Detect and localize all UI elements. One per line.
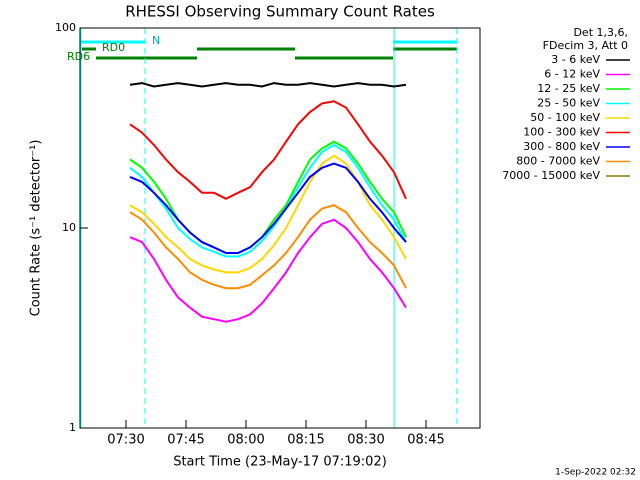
series-line bbox=[129, 218, 407, 323]
y-tick-label: 10 bbox=[62, 221, 76, 234]
legend-label: 800 - 7000 keV bbox=[516, 155, 600, 168]
legend-header: Det 1,3,6, bbox=[573, 26, 628, 39]
chart-title: RHESSI Observing Summary Count Rates bbox=[125, 3, 435, 21]
x-axis-label: Start Time (23-May-17 07:19:02) bbox=[173, 455, 387, 470]
series-line bbox=[129, 100, 407, 200]
legend-label: 6 - 12 keV bbox=[544, 68, 600, 81]
annotation: RD6 bbox=[67, 50, 90, 63]
x-tick-label: 08:30 bbox=[347, 433, 384, 448]
x-tick-label: 08:45 bbox=[407, 433, 444, 448]
footer: 1-Sep-2022 02:32 bbox=[555, 468, 636, 478]
legend-label: 3 - 6 keV bbox=[551, 53, 600, 66]
y-axis-label: Count Rate (s⁻¹ detector⁻¹) bbox=[29, 140, 44, 317]
legend-header: FDecim 3, Att 0 bbox=[543, 39, 628, 52]
legend-label: 7000 - 15000 keV bbox=[502, 169, 600, 182]
annotation: N bbox=[152, 34, 160, 47]
instrument-bars: N RD0 RD6 bbox=[67, 28, 458, 428]
y-tick-label: 1 bbox=[69, 421, 76, 434]
x-tick-label: 07:45 bbox=[167, 433, 204, 448]
x-tick-label: 07:30 bbox=[107, 433, 144, 448]
annotation: RD0 bbox=[102, 41, 125, 54]
x-tick-label: 08:15 bbox=[287, 433, 324, 448]
legend-label: 300 - 800 keV bbox=[523, 140, 600, 153]
legend-label: 50 - 100 keV bbox=[530, 111, 600, 124]
legend-label: 100 - 300 keV bbox=[523, 126, 600, 139]
legend-label: 12 - 25 keV bbox=[537, 82, 600, 95]
legend-label: 25 - 50 keV bbox=[537, 97, 600, 110]
series-line bbox=[129, 162, 407, 254]
x-tick-label: 08:00 bbox=[227, 433, 264, 448]
series-line bbox=[129, 204, 407, 290]
series-line bbox=[129, 82, 407, 88]
y-tick-label: 100 bbox=[55, 21, 76, 34]
series-line bbox=[129, 143, 407, 258]
